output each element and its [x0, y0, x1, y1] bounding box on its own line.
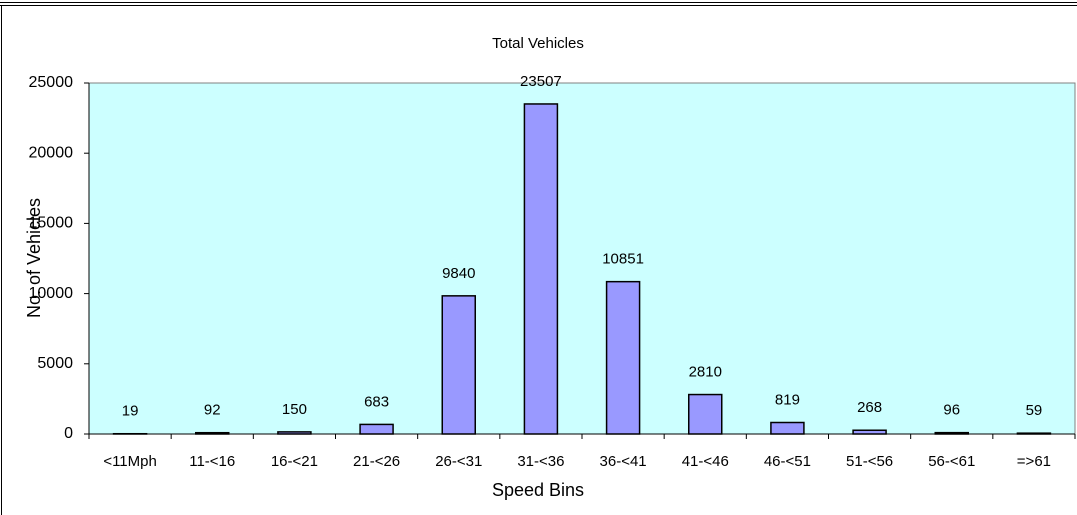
value-label: 92	[204, 402, 221, 419]
y-tick-label: 10000	[29, 285, 74, 302]
x-tick-label: 36-<41	[600, 453, 647, 470]
x-tick-label: 11-<16	[189, 453, 235, 470]
value-label: 819	[775, 391, 800, 408]
y-axis-label: No. of Vehicles	[24, 198, 44, 318]
bar	[934, 431, 969, 435]
bar	[770, 421, 805, 435]
x-tick-label: 16-<21	[271, 453, 318, 470]
y-tick-label: 15000	[29, 215, 74, 232]
y-tick-label: 25000	[29, 74, 74, 91]
y-tick-label: 0	[64, 425, 73, 442]
x-tick-label: 51-<56	[846, 453, 893, 470]
value-label: 96	[943, 402, 960, 419]
bar	[359, 423, 394, 435]
y-tick-label: 20000	[29, 144, 74, 161]
x-tick-label: <11Mph	[103, 453, 157, 470]
value-label: 23507	[520, 73, 562, 90]
x-tick-label: 56-<61	[928, 453, 975, 470]
value-label: 59	[1026, 402, 1043, 419]
value-label: 9840	[442, 265, 475, 282]
bar	[605, 280, 641, 435]
value-label: 268	[857, 399, 882, 416]
value-label: 10851	[602, 251, 644, 268]
y-tick-label: 5000	[37, 355, 73, 372]
value-label: 2810	[689, 364, 722, 381]
value-label: 683	[364, 393, 389, 410]
value-label: 150	[282, 401, 307, 418]
x-tick-label: 31-<36	[517, 453, 564, 470]
plot-area	[88, 82, 1076, 435]
x-tick-label: 46-<51	[764, 453, 811, 470]
x-tick-label: 21-<26	[353, 453, 400, 470]
value-label: 19	[122, 403, 139, 420]
x-tick-label: 26-<31	[435, 453, 482, 470]
bar	[1016, 432, 1052, 435]
bar	[195, 431, 230, 435]
bar	[441, 295, 476, 435]
x-tick-label: =>61	[1017, 453, 1051, 470]
bar	[523, 103, 559, 435]
chart-title: Total Vehicles	[492, 35, 584, 52]
bar	[688, 393, 723, 435]
bar	[852, 429, 887, 435]
x-tick-label: 41-<46	[682, 453, 729, 470]
bar	[277, 431, 312, 435]
x-axis-label: Speed Bins	[492, 480, 584, 500]
